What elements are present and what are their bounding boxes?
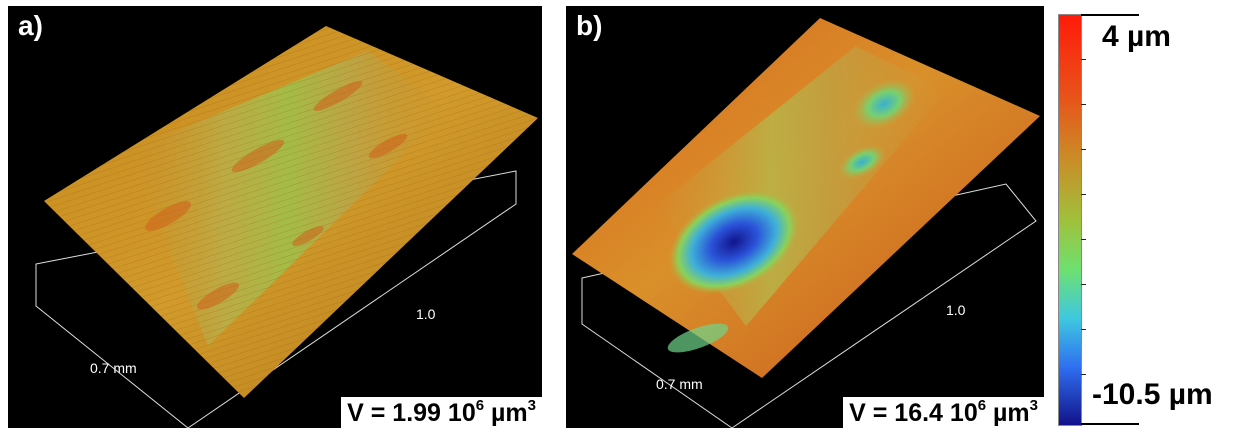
panel-a-label: a) (18, 10, 43, 41)
panel-b-axis-length-label: 1.0 (946, 302, 966, 318)
color-scale-bar (1058, 14, 1082, 426)
panel-a-axis-width-label: 0.7 mm (90, 360, 137, 376)
panel-a-wear-texture (145, 81, 408, 310)
panel-a-3d-surface (35, 26, 538, 428)
panel-a-surface-scan: a) 0.7 mm 1.0 V = 1.99 106 µm3 (8, 6, 542, 428)
panel-b-volume-label: V = 16.4 106 µm3 (843, 397, 1044, 428)
color-scale-min-label: -10.5 µm (1092, 378, 1213, 411)
panel-b-axis-width-label: 0.7 mm (656, 376, 703, 392)
color-scale-max-label: 4 µm (1102, 20, 1171, 53)
panel-b-deep-pit (668, 189, 800, 295)
height-color-scale: 4 µm -10.5 µm (1058, 14, 1238, 428)
panel-a-axis-length-label: 1.0 (416, 306, 436, 322)
panel-b-surface-scan: b) 0.7 mm 1.0 V = 16.4 106 µm3 (566, 6, 1044, 428)
panel-b-3d-surface (572, 18, 1040, 428)
panel-a-volume-label: V = 1.99 106 µm3 (341, 397, 542, 428)
panel-b-label: b) (576, 10, 603, 41)
panel-b-upper-pit (852, 78, 916, 130)
